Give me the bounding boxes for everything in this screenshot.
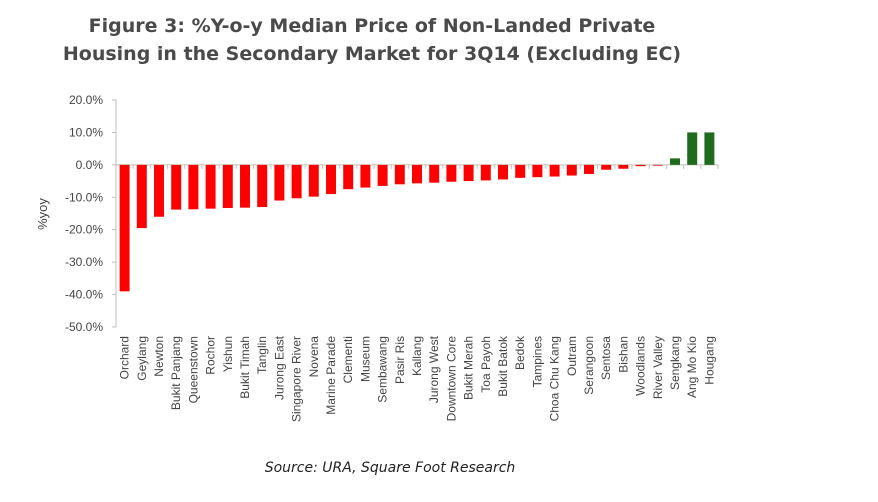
bar xyxy=(549,164,560,177)
bar xyxy=(222,164,233,208)
y-tick-label: 10.0% xyxy=(69,125,103,139)
source-note: Source: URA, Square Foot Research xyxy=(264,460,516,476)
x-tick-label: Sentosa xyxy=(599,336,613,380)
bar xyxy=(205,164,216,209)
bar xyxy=(154,164,164,217)
bar xyxy=(618,164,629,169)
y-tick-label: 0.0% xyxy=(76,158,104,172)
bar xyxy=(652,164,663,166)
x-tick-label: Tanglin xyxy=(255,336,269,374)
bar xyxy=(394,164,405,185)
bar xyxy=(463,164,474,182)
x-tick-label: Downtown Core xyxy=(444,336,458,422)
x-tick-label: Tampines xyxy=(530,336,544,387)
bar xyxy=(377,164,388,186)
x-tick-label: Bukit Batok xyxy=(496,335,510,397)
x-tick-label: Pasir Ris xyxy=(393,336,407,384)
x-tick-label: Woodlands xyxy=(634,336,648,396)
x-tick-label: Sembawang xyxy=(376,336,390,403)
x-tick-label: Queenstown xyxy=(186,336,200,403)
bar xyxy=(257,164,268,208)
x-tick-label: Ang Mo Kio xyxy=(685,336,699,398)
bar xyxy=(446,164,457,182)
bar xyxy=(480,164,491,181)
x-tick-label: Sengkang xyxy=(668,336,682,390)
x-tick-label: Yishun xyxy=(221,336,235,372)
bar xyxy=(532,164,543,178)
bar xyxy=(188,164,199,210)
x-tick-label: Jurong East xyxy=(272,335,286,400)
bar xyxy=(240,164,250,208)
bar xyxy=(343,164,354,190)
x-tick-label: Bishan xyxy=(616,336,630,373)
bar xyxy=(412,164,422,184)
bar xyxy=(171,164,182,210)
chart-title-line-1: Figure 3: %Y-o-y Median Price of Non-Lan… xyxy=(88,15,656,37)
x-tick-label: Clementi xyxy=(341,336,355,383)
x-tick-label: Kallang xyxy=(410,336,424,376)
x-tick-label: Toa Payoh xyxy=(479,336,493,393)
y-tick-label: -40.0% xyxy=(65,288,103,302)
chart-title: Figure 3: %Y-o-y Median Price of Non-Lan… xyxy=(0,12,744,68)
x-tick-label: Museum xyxy=(358,336,372,382)
x-tick-label: Rochor xyxy=(204,336,218,375)
x-tick-label: Marine Parade xyxy=(324,336,338,415)
bar xyxy=(635,164,646,167)
x-tick-label: Geylang xyxy=(135,336,149,381)
bar xyxy=(704,132,715,165)
bars xyxy=(119,132,715,292)
bar xyxy=(274,164,285,201)
bar xyxy=(584,164,594,174)
x-tick-label: Orchard xyxy=(118,336,132,379)
y-axis-label: %yoy xyxy=(35,198,50,230)
x-tick-label: Bukit Panjang xyxy=(169,336,183,410)
x-tick-label: River Valley xyxy=(651,336,665,399)
x-tick-label: Bedok xyxy=(513,335,527,370)
x-axis: Orchard Geylang Newton Bukit Panjang Queenst… xyxy=(115,164,719,422)
x-tick-label: Serangoon xyxy=(582,336,596,395)
x-tick-label: Choa Chu Kang xyxy=(548,336,562,421)
x-tick-label: Hougang xyxy=(702,336,716,385)
x-tick-label: Jurong West xyxy=(427,335,441,403)
y-tick-label: -10.0% xyxy=(65,190,103,204)
bar xyxy=(136,164,147,229)
bar xyxy=(326,164,336,195)
bar xyxy=(670,158,680,165)
x-tick-label: Bukit Timah xyxy=(238,336,252,399)
bar xyxy=(687,132,698,165)
bar xyxy=(498,164,508,180)
x-tick-label: Bukit Merah xyxy=(462,336,476,400)
y-tick-label: -30.0% xyxy=(65,255,103,269)
bar xyxy=(515,164,526,178)
chart-title-line-2: Housing in the Secondary Market for 3Q14… xyxy=(62,43,682,65)
y-tick-label: -50.0% xyxy=(65,320,103,334)
x-tick-label: Singapore River xyxy=(290,336,304,422)
bar xyxy=(429,164,440,183)
bar xyxy=(601,164,612,170)
bar xyxy=(360,164,371,188)
bar xyxy=(291,164,302,199)
y-tick-label: 20.0% xyxy=(69,93,103,107)
x-tick-label: Newton xyxy=(152,336,166,377)
bar xyxy=(119,164,130,292)
x-tick-label: Outram xyxy=(565,336,579,376)
x-tick-label: Novena xyxy=(307,336,321,378)
y-axis: 20.0% 10.0% 0.0% -10.0% -20.0% -30.0% -40.0% -5… xyxy=(65,93,117,334)
bar xyxy=(308,164,319,197)
bar xyxy=(566,164,577,176)
y-tick-label: -20.0% xyxy=(65,223,103,237)
